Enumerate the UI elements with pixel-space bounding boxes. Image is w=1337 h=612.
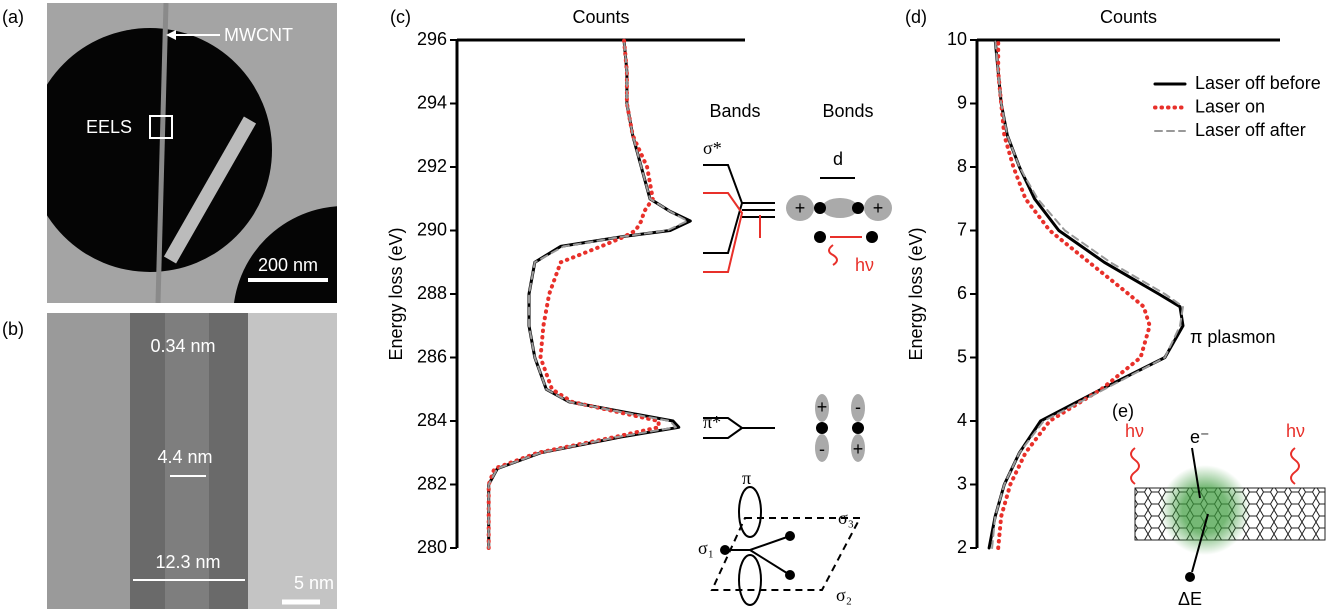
annotation: 12.3 nm — [155, 552, 220, 572]
y-tick-label: 8 — [957, 156, 967, 176]
y-tick-label: 294 — [417, 92, 447, 112]
scale-bar-label: 200 nm — [258, 255, 318, 275]
scale-bar-label: 5 nm — [294, 573, 334, 593]
chart-title: Counts — [572, 7, 629, 27]
axis-title: Energy loss (eV) — [386, 227, 406, 360]
line-series — [487, 39, 689, 549]
diagram-label: π — [742, 468, 751, 488]
diagram-label: d — [833, 149, 843, 169]
line-series — [487, 38, 692, 550]
y-tick-label: 296 — [417, 29, 447, 49]
line-series — [991, 39, 1184, 549]
diagram-label: ΔE — [1178, 589, 1202, 609]
tem-image-b — [47, 313, 337, 609]
diagram-label: σ₂ — [836, 585, 852, 605]
line-series — [486, 38, 661, 550]
annotation: 0.34 nm — [150, 336, 215, 356]
y-tick-label: 282 — [417, 473, 447, 493]
nanotube-diagram — [1130, 447, 1326, 582]
panel-label: (e) — [1112, 401, 1134, 421]
annotation: EELS — [86, 117, 132, 137]
diagram-label: hν — [1125, 421, 1144, 441]
diagram-label: hν — [1286, 421, 1305, 441]
diagram-label: σ* — [703, 138, 722, 158]
y-tick-label: 5 — [957, 346, 967, 366]
line-series — [996, 38, 1152, 550]
y-tick-label: 10 — [947, 29, 967, 49]
diagram-label: hν — [855, 255, 874, 275]
y-tick-label: 280 — [417, 537, 447, 557]
diagram-label: Bands — [709, 101, 760, 121]
diagram-label: Bonds — [822, 101, 873, 121]
sign: + — [873, 198, 884, 218]
y-tick-label: 292 — [417, 156, 447, 176]
annotation: MWCNT — [224, 25, 293, 45]
annotation: π plasmon — [1190, 327, 1275, 347]
panel-label: (d) — [905, 7, 927, 27]
sign: - — [819, 439, 825, 459]
y-tick-label: 4 — [957, 410, 967, 430]
panel-label: (a) — [2, 7, 24, 27]
legend-label: Laser off before — [1195, 73, 1321, 93]
legend-label: Laser off after — [1195, 120, 1306, 140]
y-tick-label: 286 — [417, 346, 447, 366]
y-tick-label: 9 — [957, 92, 967, 112]
diagram-label: σ₃ — [838, 508, 854, 528]
sign: + — [795, 198, 806, 218]
y-tick-label: 288 — [417, 283, 447, 303]
y-tick-label: 284 — [417, 410, 447, 430]
sign: + — [817, 397, 828, 417]
diagram-label: e⁻ — [1190, 427, 1210, 447]
diagram-label: π* — [703, 412, 721, 432]
axis-title: Energy loss (eV) — [906, 227, 926, 360]
diagram-label: σ₁ — [698, 538, 714, 558]
line-series — [987, 38, 1185, 550]
sign: + — [853, 439, 864, 459]
sign: - — [855, 397, 861, 417]
band-diagram — [703, 164, 892, 606]
y-tick-label: 6 — [957, 283, 967, 303]
panel-label: (c) — [390, 7, 411, 27]
annotation: 4.4 nm — [157, 447, 212, 467]
y-tick-label: 290 — [417, 219, 447, 239]
y-tick-label: 3 — [957, 473, 967, 493]
legend-label: Laser on — [1195, 96, 1265, 116]
y-tick-label: 2 — [957, 537, 967, 557]
y-tick-label: 7 — [957, 219, 967, 239]
chart-title: Counts — [1100, 7, 1157, 27]
panel-label: (b) — [2, 319, 24, 339]
